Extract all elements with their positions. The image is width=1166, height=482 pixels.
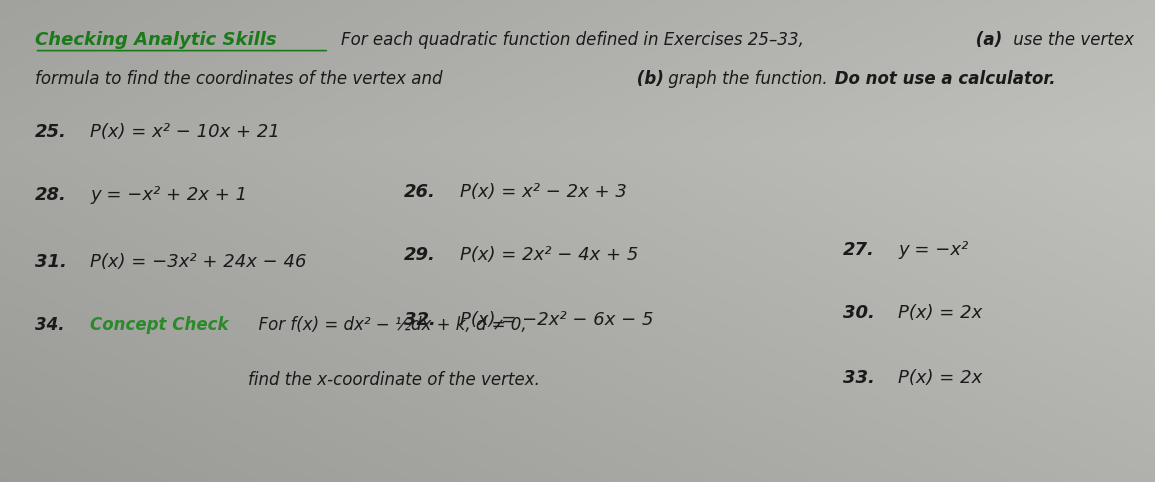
Text: P(x) = x² − 10x + 21: P(x) = x² − 10x + 21 <box>90 123 280 141</box>
Text: P(x) = 2x: P(x) = 2x <box>899 304 983 321</box>
Text: 28.: 28. <box>35 186 66 203</box>
Text: 30.: 30. <box>843 304 874 321</box>
Text: (a): (a) <box>970 31 1003 49</box>
Text: y = −x² + 2x + 1: y = −x² + 2x + 1 <box>90 186 247 203</box>
Text: use the vertex: use the vertex <box>1009 31 1135 49</box>
Text: Checking Analytic Skills: Checking Analytic Skills <box>35 31 276 49</box>
Text: y = −x²: y = −x² <box>899 241 969 259</box>
Text: 33.: 33. <box>843 369 874 387</box>
Text: 25.: 25. <box>35 123 66 141</box>
Text: Concept Check: Concept Check <box>90 316 229 334</box>
Text: 34.: 34. <box>35 316 64 334</box>
Text: graph the function.: graph the function. <box>662 70 828 88</box>
Text: 31.: 31. <box>35 253 66 271</box>
Text: formula to find the coordinates of the vertex and: formula to find the coordinates of the v… <box>35 70 442 88</box>
Text: For f(x) = dx² − ½dx + k, d ≠ 0,: For f(x) = dx² − ½dx + k, d ≠ 0, <box>248 316 527 334</box>
Text: (b): (b) <box>631 70 663 88</box>
Text: P(x) = 2x² − 4x + 5: P(x) = 2x² − 4x + 5 <box>459 246 638 264</box>
Text: Do not use a calculator.: Do not use a calculator. <box>829 70 1055 88</box>
Text: 32.: 32. <box>405 311 436 329</box>
Text: P(x) = −2x² − 6x − 5: P(x) = −2x² − 6x − 5 <box>459 311 653 329</box>
Text: 27.: 27. <box>843 241 874 259</box>
Text: P(x) = x² − 2x + 3: P(x) = x² − 2x + 3 <box>459 183 626 201</box>
Text: 26.: 26. <box>405 183 436 201</box>
Text: For each quadratic function defined in Exercises 25–33,: For each quadratic function defined in E… <box>340 31 803 49</box>
Text: find the x-coordinate of the vertex.: find the x-coordinate of the vertex. <box>248 371 540 389</box>
Text: P(x) = 2x: P(x) = 2x <box>899 369 983 387</box>
Text: P(x) = −3x² + 24x − 46: P(x) = −3x² + 24x − 46 <box>90 253 307 271</box>
Text: 29.: 29. <box>405 246 436 264</box>
